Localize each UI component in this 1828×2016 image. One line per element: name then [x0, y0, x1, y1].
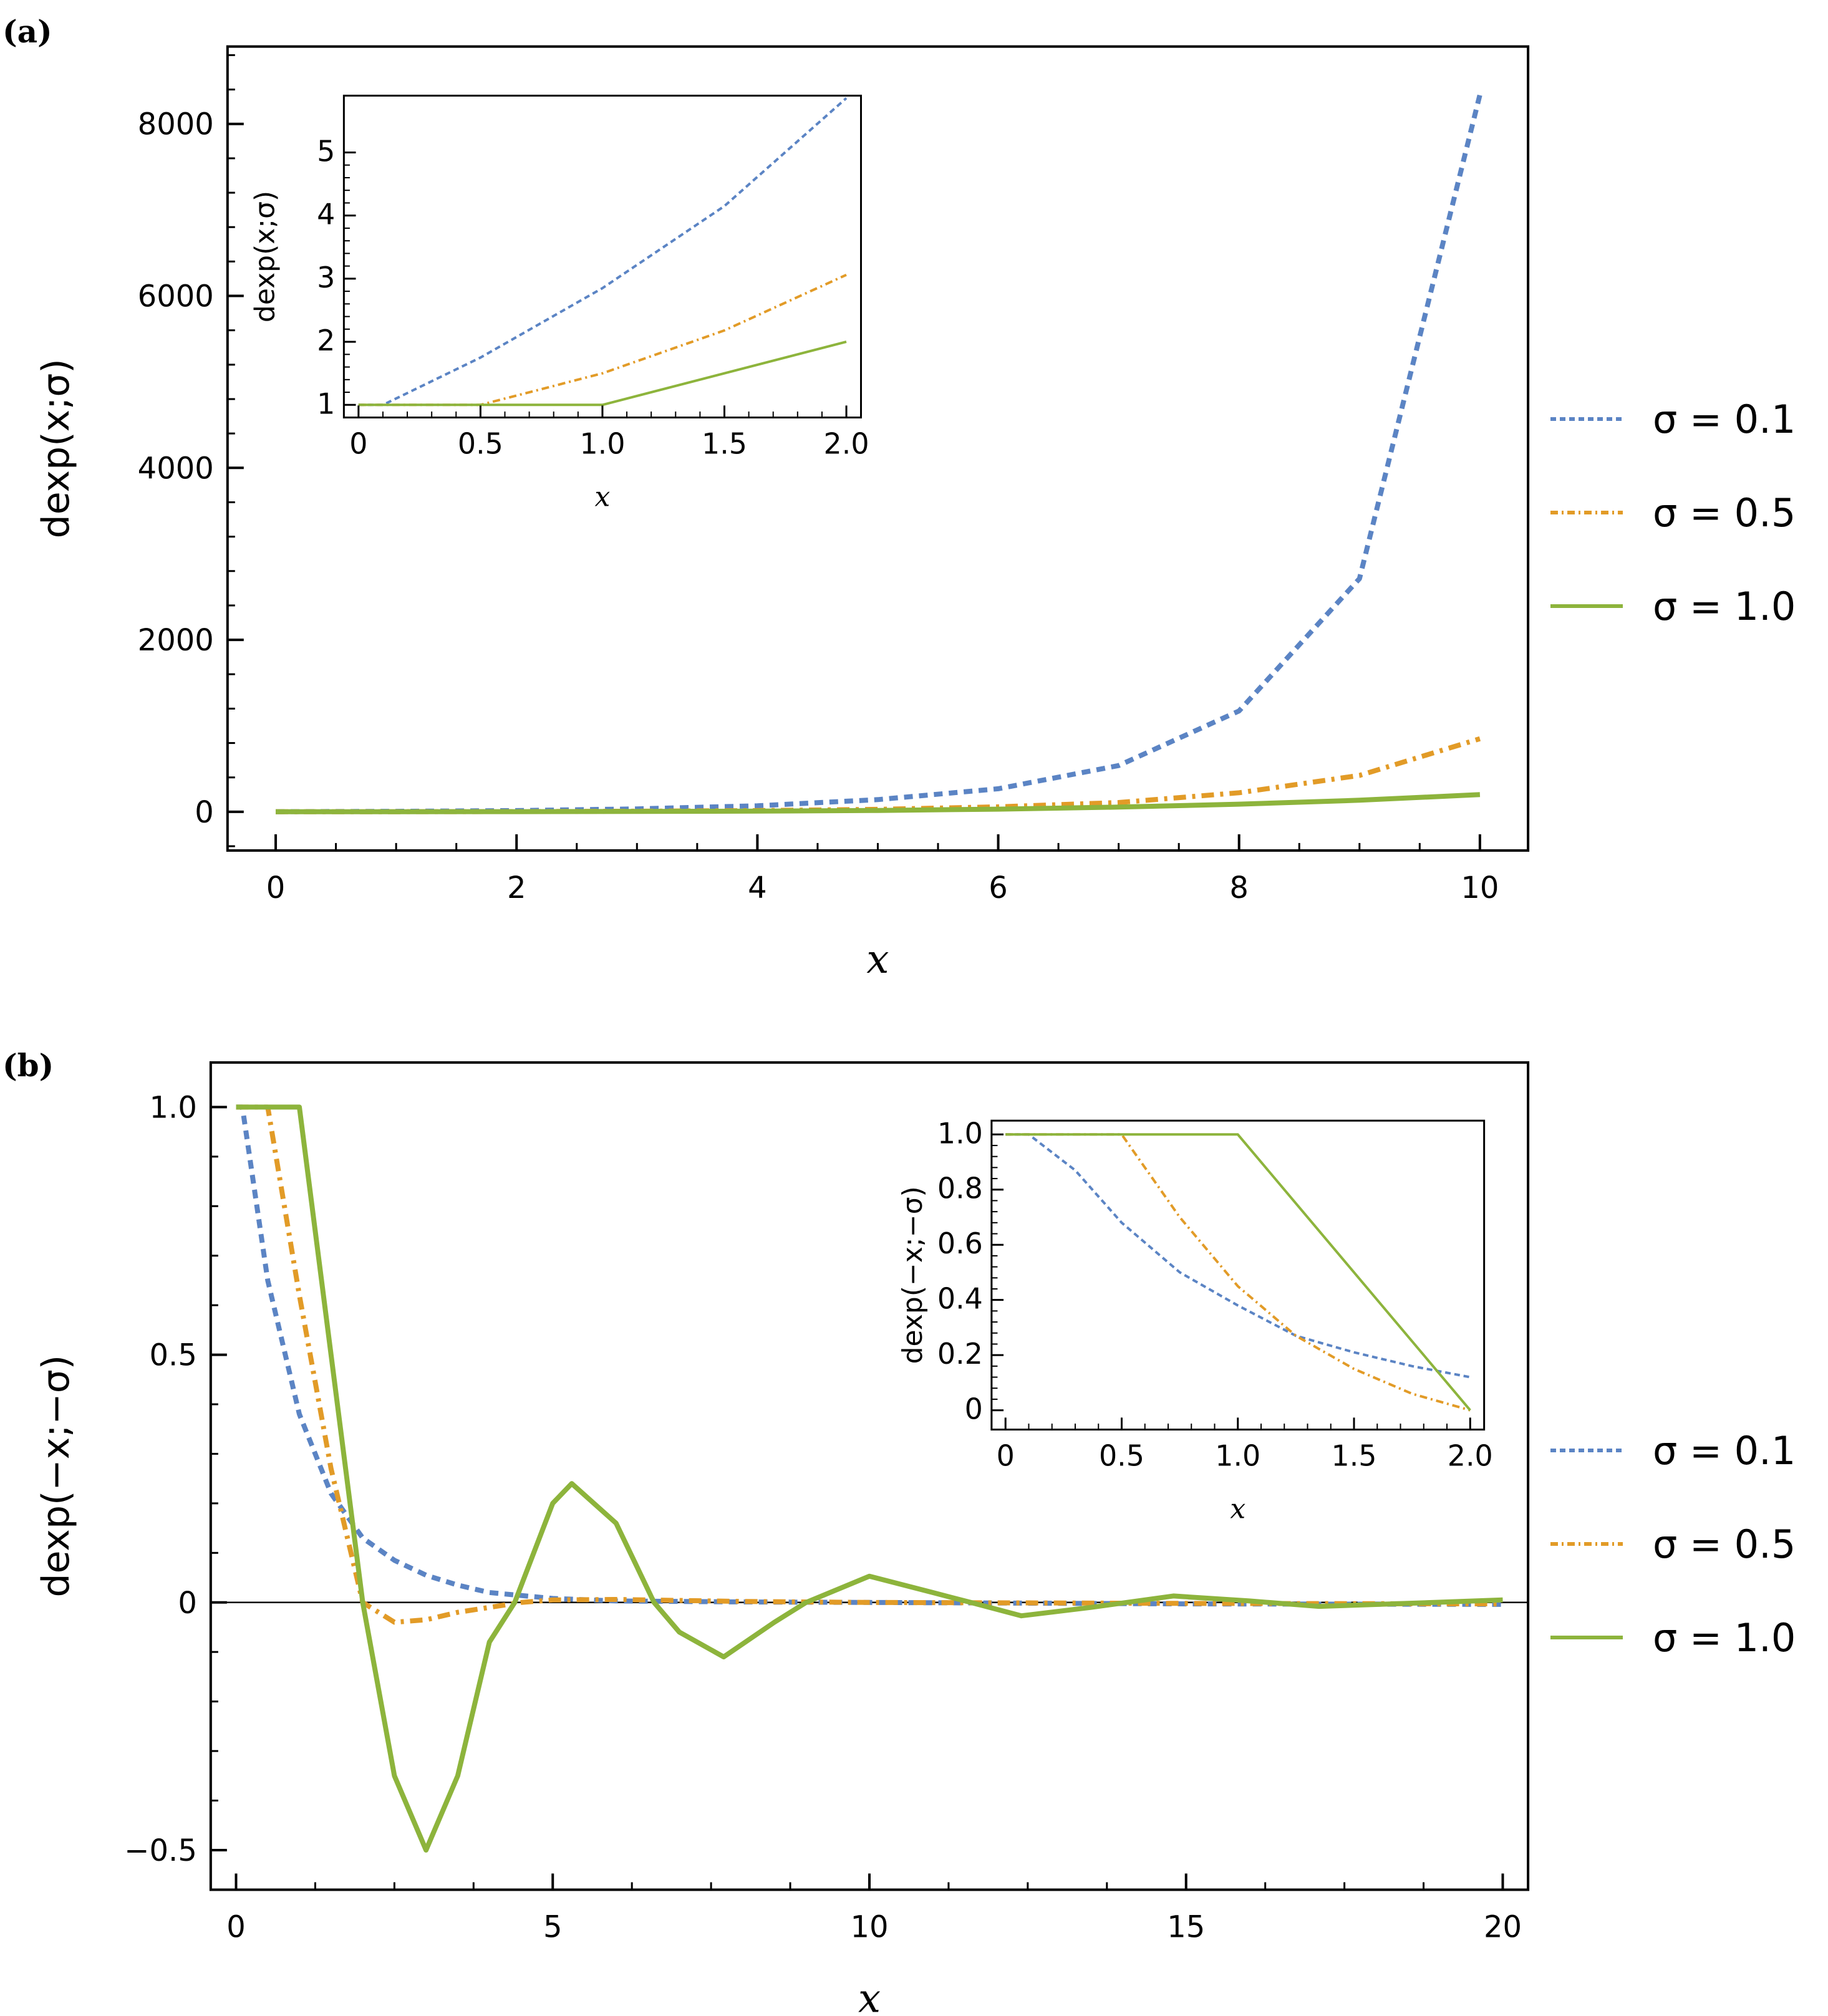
- y-tick-label: 0: [195, 795, 214, 830]
- x-axis-label: x: [858, 1975, 881, 2016]
- inset-y-tick-label: 1: [317, 387, 335, 420]
- legend-label-1: σ = 0.1: [1653, 1428, 1796, 1473]
- legend-label-2: σ = 0.5: [1653, 490, 1796, 536]
- inset-y-tick-label: 1.0: [937, 1116, 983, 1150]
- x-tick-label: 20: [1484, 1909, 1522, 1944]
- inset-y-tick-label: 0.6: [937, 1227, 983, 1260]
- inset-a: 0 0.5 1.0 1.5 2.0 1 2 3 4 5 x dexp(x;σ): [249, 94, 869, 513]
- inset-y-tick-label: 3: [317, 261, 335, 294]
- inset-x-tick-label: 0: [349, 427, 367, 461]
- inset-x-axis-label: x: [595, 481, 611, 513]
- y-axis-label: dexp(−x;−σ): [34, 1355, 78, 1598]
- panel-label-b: (b): [2, 1047, 54, 1084]
- inset-y-tick-label: 0.2: [937, 1337, 983, 1371]
- y-tick-label: 2000: [138, 623, 214, 658]
- legend-label-1: σ = 0.1: [1653, 397, 1796, 442]
- y-tick-label: 1.0: [150, 1090, 197, 1125]
- inset-y-tick-label: 5: [317, 134, 335, 168]
- panel-a: 0 2 4 6 8 10 0 2000 4000 6000 8000 x dexp(x;σ) 0 0.5 1.…: [34, 45, 1530, 983]
- y-tick-label: 0.5: [150, 1338, 197, 1373]
- inset-x-tick-label: 2.0: [824, 427, 869, 461]
- inset-x-tick-label: 0: [997, 1439, 1015, 1473]
- inset-x-tick-label: 1.5: [1332, 1439, 1377, 1473]
- inset-x-tick-label: 1.5: [702, 427, 747, 461]
- y-tick-label: 6000: [138, 279, 214, 314]
- inset-x-axis-label: x: [1230, 1493, 1245, 1525]
- x-tick-label: 6: [989, 871, 1008, 905]
- x-tick-label: 15: [1167, 1909, 1205, 1944]
- series-b-3-line: [236, 1104, 1503, 1853]
- panel-label-a: (a): [2, 13, 52, 50]
- y-tick-label: −0.5: [124, 1833, 197, 1868]
- inset-series-1-line: [1005, 1133, 1471, 1379]
- inset-x-tick-label: 1.0: [579, 427, 625, 461]
- inset-y-axis-label: dexp(−x;−σ): [897, 1186, 929, 1364]
- inset-series-3-line: [1005, 1133, 1471, 1411]
- inset-series-3-line: [358, 340, 847, 407]
- series-a-3-line: [276, 792, 1481, 814]
- legend-label-3: σ = 1.0: [1653, 584, 1796, 629]
- legend-label-3: σ = 1.0: [1653, 1615, 1796, 1661]
- x-tick-label: 2: [507, 871, 526, 905]
- x-axis-label: x: [866, 937, 889, 983]
- inset-series-2-line: [358, 273, 847, 407]
- x-tick-label: 0: [226, 1909, 246, 1944]
- inset-background: [991, 1121, 1484, 1430]
- y-tick-label: 8000: [138, 107, 214, 142]
- x-tick-label: 0: [266, 871, 286, 905]
- inset-y-axis-label: dexp(x;σ): [249, 191, 281, 322]
- inset-b: 0 0.5 1.0 1.5 2.0 0 0.2 0.4 0.6 0.8 1.0 x dexp(−x;−σ…: [897, 1116, 1493, 1525]
- inset-x-tick-label: 1.0: [1215, 1439, 1260, 1473]
- inset-x-tick-label: 2.0: [1448, 1439, 1493, 1473]
- y-axis-label: dexp(x;σ): [34, 359, 78, 538]
- legend-label-2: σ = 0.5: [1653, 1522, 1796, 1567]
- inset-y-tick-label: 4: [317, 198, 335, 231]
- x-tick-label: 10: [850, 1909, 888, 1944]
- inset-background: [344, 95, 861, 418]
- x-tick-label: 10: [1461, 871, 1499, 905]
- y-tick-label: 0: [178, 1586, 197, 1621]
- x-tick-label: 5: [543, 1909, 563, 1944]
- inset-y-tick-label: 0: [965, 1392, 983, 1426]
- x-tick-label: 8: [1229, 871, 1249, 905]
- inset-x-tick-label: 0.5: [1099, 1439, 1144, 1473]
- legend-b: σ = 0.1 σ = 0.5 σ = 1.0: [1550, 1428, 1796, 1661]
- y-tick-label: 4000: [138, 451, 214, 486]
- inset-y-tick-label: 0.4: [937, 1282, 983, 1316]
- panel-b: 0 5 10 15 20 −0.5 0 0.5 1.0 x dexp(−x;−σ) 0 0.5 1.0 1.…: [34, 1061, 1530, 2016]
- inset-x-tick-label: 0.5: [458, 427, 503, 461]
- inset-y-tick-label: 0.8: [937, 1172, 983, 1205]
- x-tick-label: 4: [748, 871, 767, 905]
- inset-y-tick-label: 2: [317, 324, 335, 357]
- legend-a: σ = 0.1 σ = 0.5 σ = 1.0: [1550, 397, 1796, 629]
